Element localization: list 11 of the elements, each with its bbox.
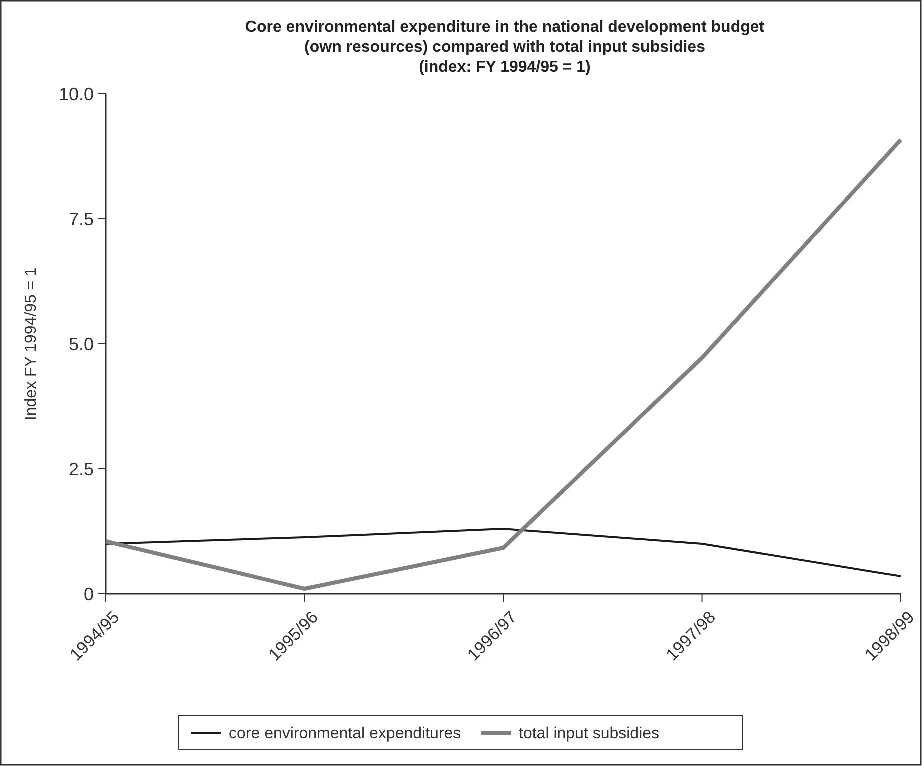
y-tick-label: 2.5 xyxy=(68,459,94,480)
y-tick-label: 10.0 xyxy=(58,84,94,104)
y-tick-label: 5.0 xyxy=(68,334,94,354)
legend-label: total input subsidies xyxy=(519,726,660,743)
y-axis-title: Index FY 1994/95 = 1 xyxy=(23,267,40,421)
line-series xyxy=(105,528,902,578)
y-tick-label: 7.5 xyxy=(68,209,94,230)
y-tick-label: 0 xyxy=(84,584,94,604)
legend-label: core environmental expenditures xyxy=(229,726,462,743)
chart-title: Core environmental expenditure in the national development budget (own resources) compared with total input subsidies (index: FY 1994/95 = 1) xyxy=(245,19,766,76)
line-series xyxy=(104,138,903,591)
